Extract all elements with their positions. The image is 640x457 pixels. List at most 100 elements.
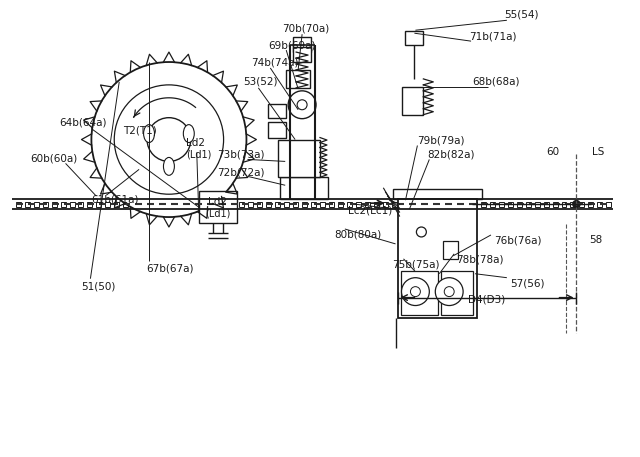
Text: 60: 60: [546, 148, 559, 158]
Text: 74b(74a): 74b(74a): [252, 57, 299, 67]
Bar: [419, 202, 424, 207]
Bar: [43, 202, 47, 207]
Bar: [286, 70, 310, 88]
Bar: [525, 202, 531, 207]
Ellipse shape: [143, 125, 154, 143]
Bar: [70, 202, 74, 207]
Bar: [347, 202, 352, 207]
Bar: [204, 202, 209, 207]
Text: LS: LS: [592, 148, 605, 158]
Bar: [186, 202, 191, 207]
Bar: [195, 202, 200, 207]
Bar: [383, 202, 388, 207]
Bar: [428, 202, 432, 207]
Text: Ld2: Ld2: [208, 197, 227, 207]
Bar: [257, 202, 262, 207]
Text: 64b(64a): 64b(64a): [60, 117, 107, 128]
Ellipse shape: [183, 125, 195, 143]
Text: (Ld1): (Ld1): [186, 149, 211, 159]
Text: 69b(69a): 69b(69a): [268, 40, 316, 50]
Bar: [16, 202, 21, 207]
Bar: [302, 202, 307, 207]
Bar: [212, 202, 218, 207]
Bar: [444, 241, 458, 259]
Circle shape: [92, 62, 246, 217]
Text: Ld2: Ld2: [186, 138, 205, 148]
Circle shape: [573, 201, 580, 207]
Bar: [268, 122, 286, 138]
Text: (Ld1): (Ld1): [205, 208, 230, 218]
Bar: [79, 202, 83, 207]
Bar: [159, 202, 164, 207]
Bar: [445, 202, 450, 207]
Bar: [275, 202, 280, 207]
Text: 80b(80a): 80b(80a): [334, 230, 381, 240]
Ellipse shape: [163, 157, 174, 175]
Bar: [588, 202, 593, 207]
Bar: [293, 202, 298, 207]
Bar: [280, 177, 328, 199]
Bar: [115, 202, 119, 207]
Bar: [278, 139, 320, 177]
Bar: [150, 202, 155, 207]
Text: 67b(67a): 67b(67a): [146, 264, 193, 274]
Bar: [52, 202, 56, 207]
Bar: [25, 202, 30, 207]
Bar: [266, 202, 271, 207]
Bar: [132, 202, 137, 207]
Bar: [490, 202, 495, 207]
Bar: [392, 202, 397, 207]
Bar: [534, 202, 540, 207]
Text: 78b(78a): 78b(78a): [456, 255, 504, 265]
Circle shape: [297, 100, 307, 110]
Bar: [177, 202, 182, 207]
Bar: [410, 202, 415, 207]
Text: 61b(61a): 61b(61a): [92, 194, 139, 204]
Bar: [406, 31, 424, 45]
Bar: [561, 202, 566, 207]
Bar: [268, 104, 286, 118]
Circle shape: [115, 85, 223, 194]
Text: 68b(68a): 68b(68a): [472, 77, 520, 87]
Bar: [472, 202, 477, 207]
Bar: [570, 202, 575, 207]
Bar: [221, 202, 227, 207]
Bar: [141, 202, 146, 207]
Circle shape: [417, 227, 426, 237]
Bar: [61, 202, 65, 207]
Bar: [463, 202, 468, 207]
Bar: [441, 271, 473, 315]
Bar: [543, 202, 548, 207]
Bar: [454, 202, 459, 207]
Bar: [248, 202, 253, 207]
Circle shape: [401, 278, 429, 306]
Bar: [88, 202, 92, 207]
Circle shape: [288, 91, 316, 119]
Bar: [293, 37, 311, 52]
Bar: [293, 47, 311, 62]
Bar: [329, 202, 334, 207]
Bar: [579, 202, 584, 207]
Bar: [230, 202, 236, 207]
Text: 76b(76a): 76b(76a): [494, 236, 541, 246]
Text: 82b(82a): 82b(82a): [428, 149, 475, 159]
Bar: [34, 202, 39, 207]
Bar: [284, 202, 289, 207]
Bar: [311, 202, 316, 207]
Text: 72b(72a): 72b(72a): [217, 167, 264, 177]
Text: 58: 58: [589, 235, 602, 245]
Bar: [320, 202, 325, 207]
Bar: [516, 202, 522, 207]
Bar: [199, 191, 237, 223]
Bar: [168, 202, 173, 207]
Text: 60b(60a): 60b(60a): [30, 154, 77, 164]
Text: T2(T1): T2(T1): [124, 126, 157, 136]
Text: 51(50): 51(50): [81, 282, 116, 292]
Text: 55(54): 55(54): [504, 9, 538, 19]
Text: 75b(75a): 75b(75a): [392, 260, 440, 270]
Bar: [401, 271, 438, 315]
Circle shape: [147, 118, 191, 161]
Text: 57(56): 57(56): [510, 279, 545, 289]
Bar: [481, 202, 486, 207]
Circle shape: [444, 287, 454, 297]
